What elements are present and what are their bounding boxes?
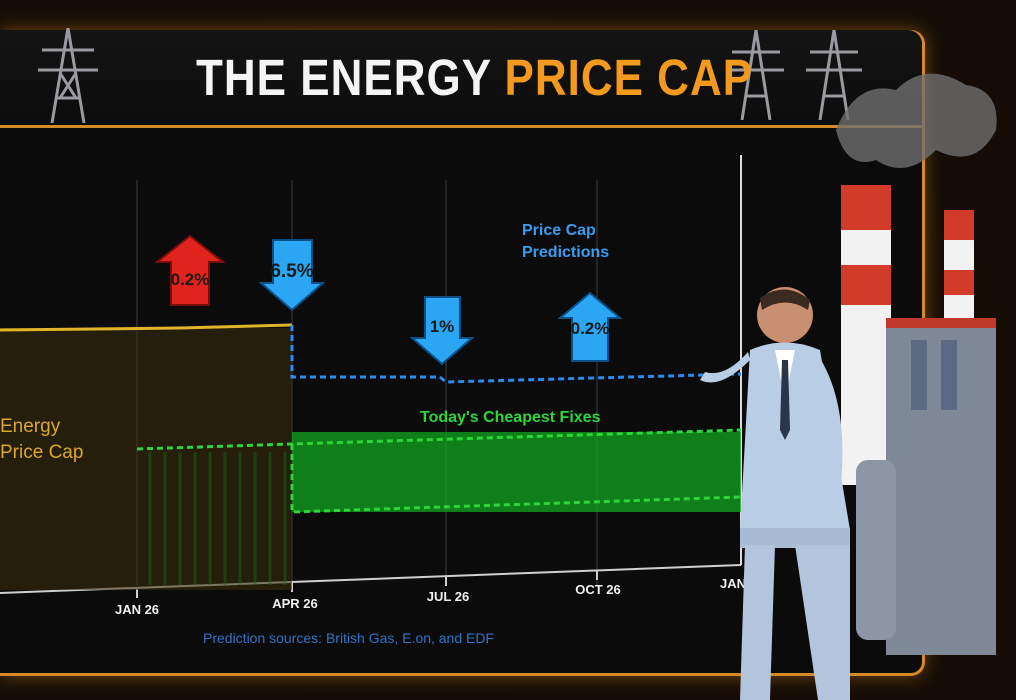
pylon-icon [38,28,98,123]
x-tick-label: JUL 26 [426,589,470,604]
side-label-line2: Price Cap [0,442,84,463]
change-label-jan26: 0.2% [170,270,210,289]
cheapest-fixes-annotation: Today's Cheapest Fixes [420,409,601,426]
predictions-line1: Price Cap [522,222,596,239]
predictions-annotation: Price Cap Predictions [522,220,609,264]
title-orange-part: PRICE CAP [504,50,754,107]
predictions-line2: Predictions [522,244,610,261]
arrow-down-apr26 [258,239,326,312]
x-tick-label: JAN 26 [114,602,160,617]
arrow-down-jul26 [409,296,475,366]
side-label-line1: Energy [0,416,61,437]
page-title: THE ENERGY PRICE CAP [196,50,753,108]
prediction-sources-note: Prediction sources: British Gas, E.on, a… [203,630,495,646]
fixes-band [292,432,741,512]
change-label-oct26: 0.2% [570,319,610,338]
cap-area [0,328,292,590]
pylon-icon [806,30,862,120]
change-label-apr26: 6.5% [270,261,314,282]
arrow-up-oct26 [557,291,623,362]
chimney-icon [841,185,891,485]
pylon-icon [728,30,784,120]
energy-price-cap-label: Energy Price Cap [0,414,83,466]
series-line-cheapest-fixes-bottom [290,444,742,514]
title-white-part: THE ENERGY [196,50,492,107]
presenter-figure [700,287,850,700]
arrow-up-jan26 [154,234,226,306]
smoke-icon [836,73,997,168]
series-line-energy-price-cap [0,323,293,332]
series-line-price-cap-predictions [290,325,742,384]
x-tick-label: OCT 26 [575,582,621,597]
change-label-jul26: 1% [429,317,455,336]
x-tick-label: APR 26 [272,596,318,611]
factory-illustration [836,73,997,655]
